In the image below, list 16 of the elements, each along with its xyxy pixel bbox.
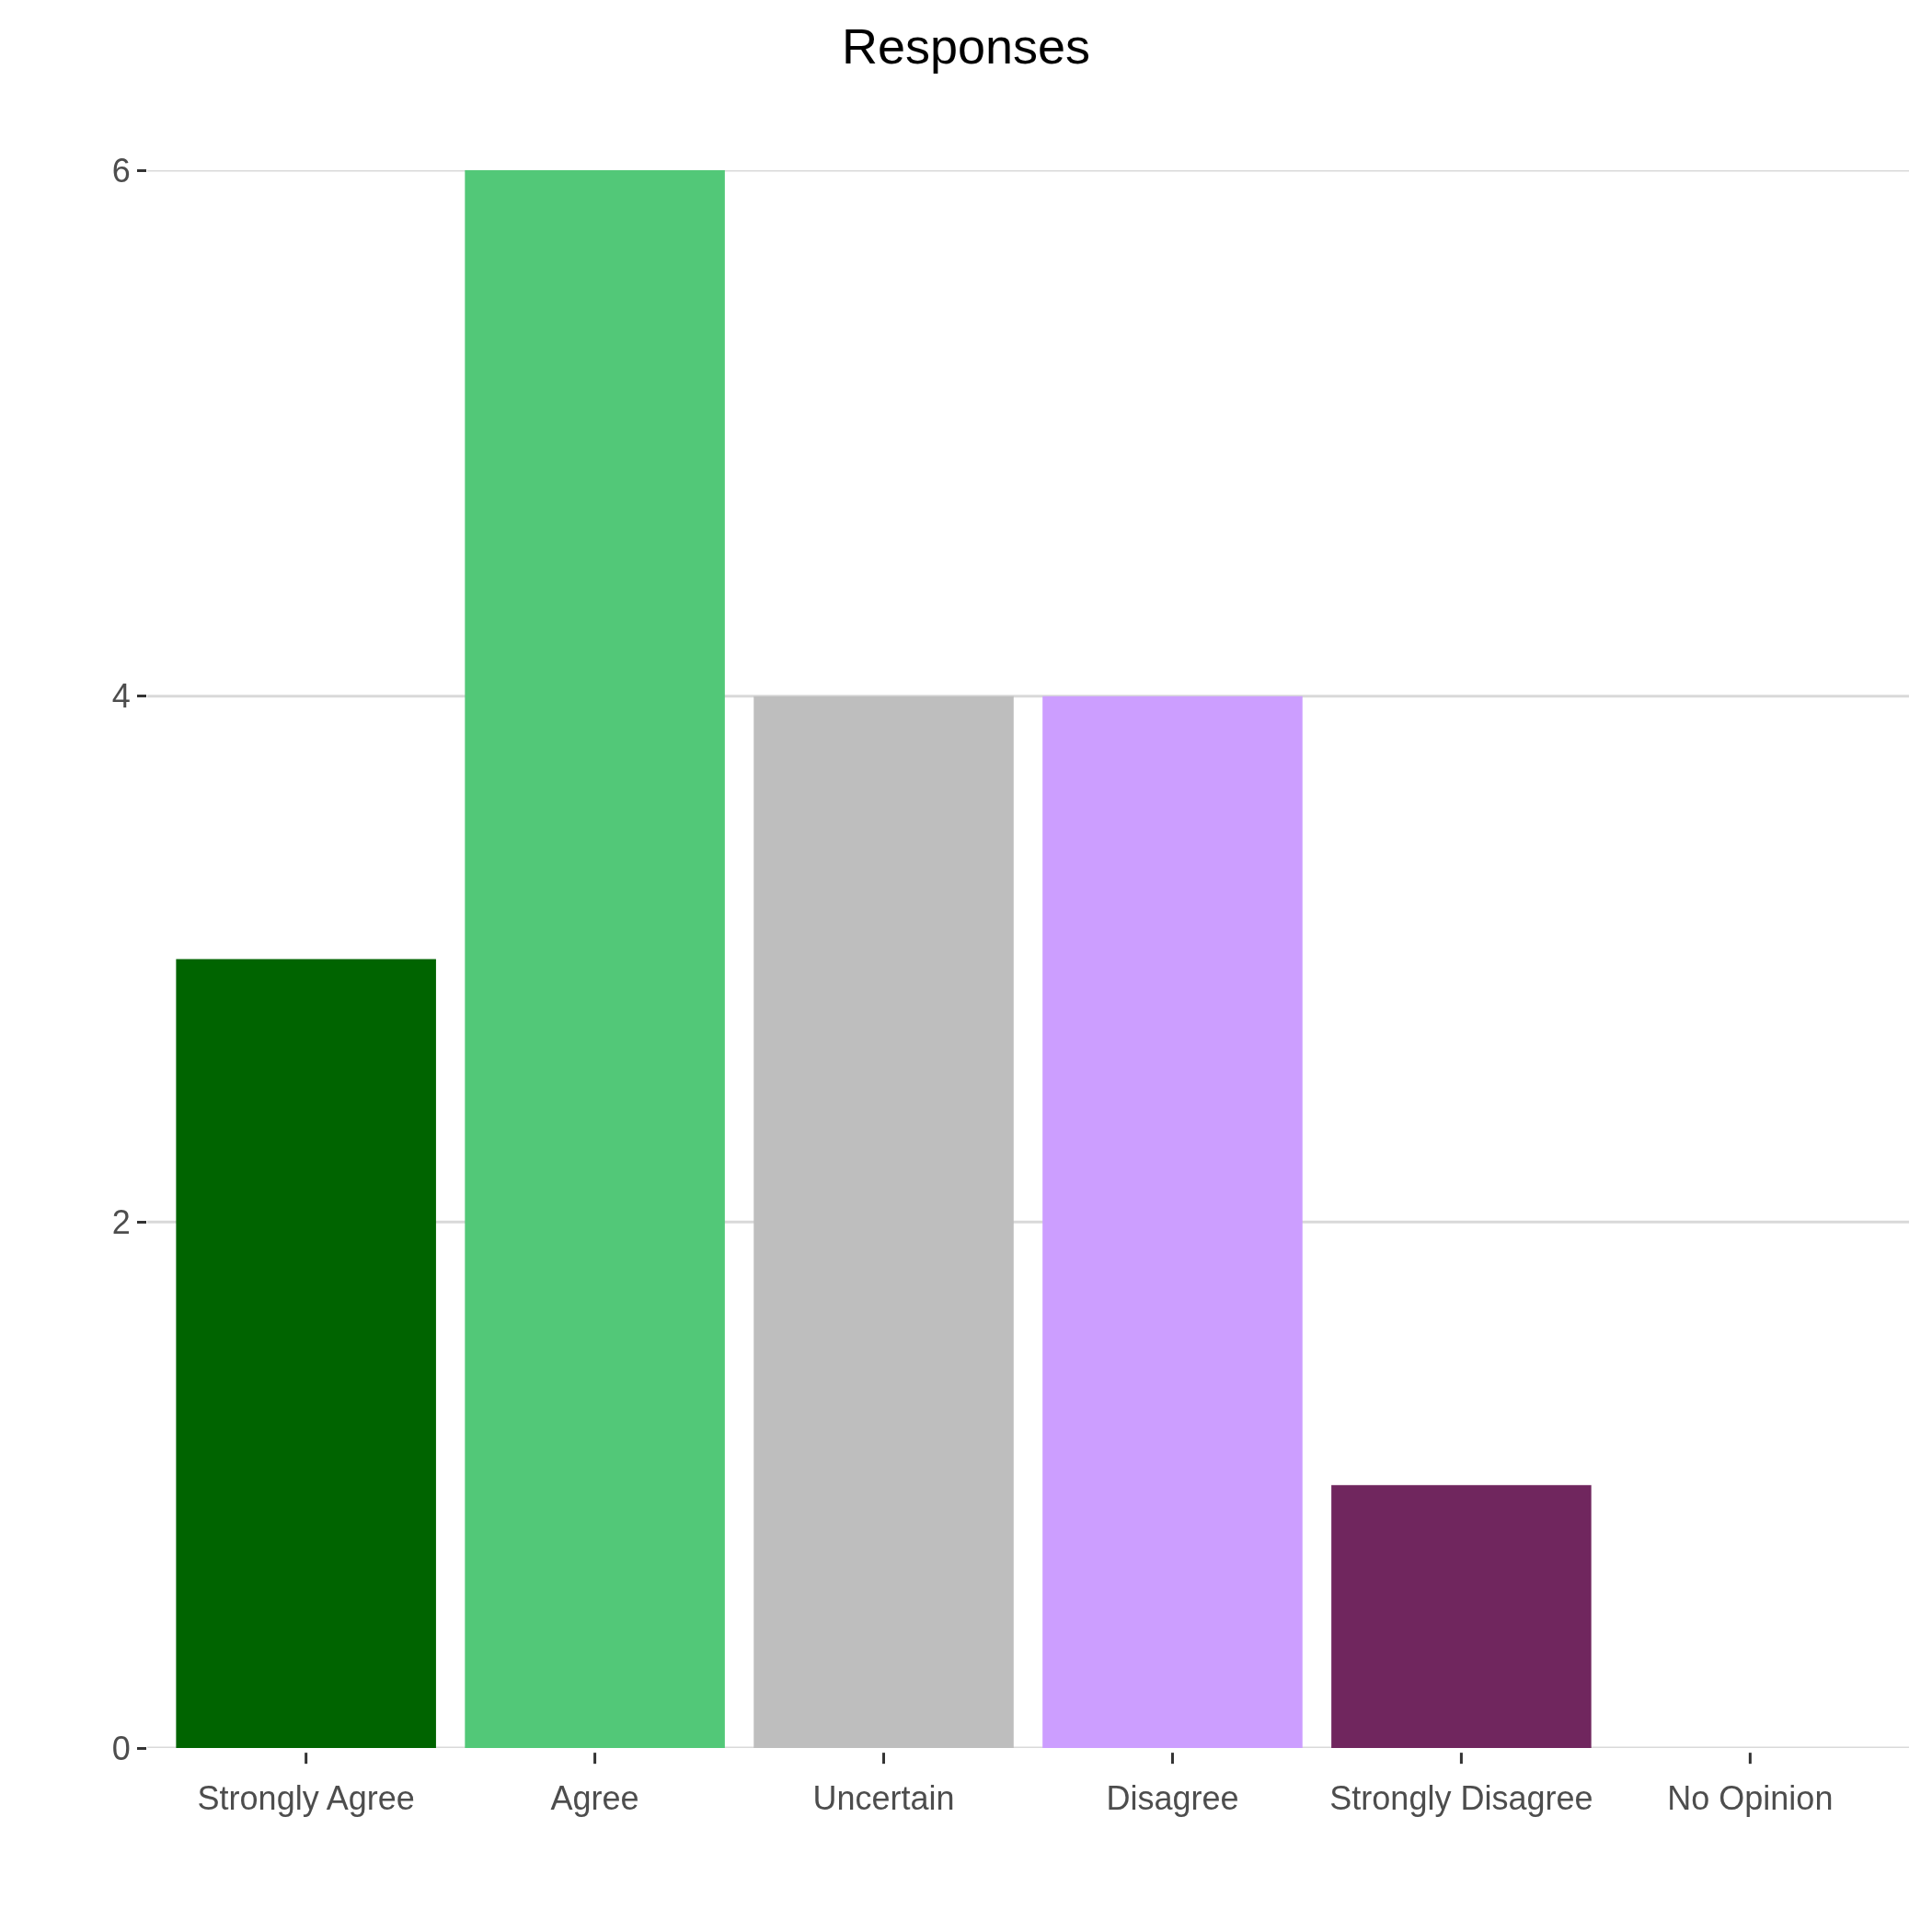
chart-title: Responses [841,18,1091,75]
x-tick-label: Strongly Disagree [1329,1779,1593,1817]
y-tick-label: 0 [111,1729,131,1767]
y-tick-label: 4 [111,677,131,716]
x-tick-label: Agree [550,1779,639,1817]
bar [1331,1485,1592,1748]
bar [1042,696,1303,1748]
y-tick-label: 2 [111,1202,131,1241]
y-tick-label: 6 [111,151,131,190]
x-tick-label: Uncertain [812,1779,955,1817]
bar [465,170,725,1748]
x-tick-label: Strongly Agree [197,1779,415,1817]
bar [753,696,1014,1748]
x-tick-label: No Opinion [1667,1779,1834,1817]
x-tick-label: Disagree [1106,1779,1239,1817]
bar [176,959,436,1748]
